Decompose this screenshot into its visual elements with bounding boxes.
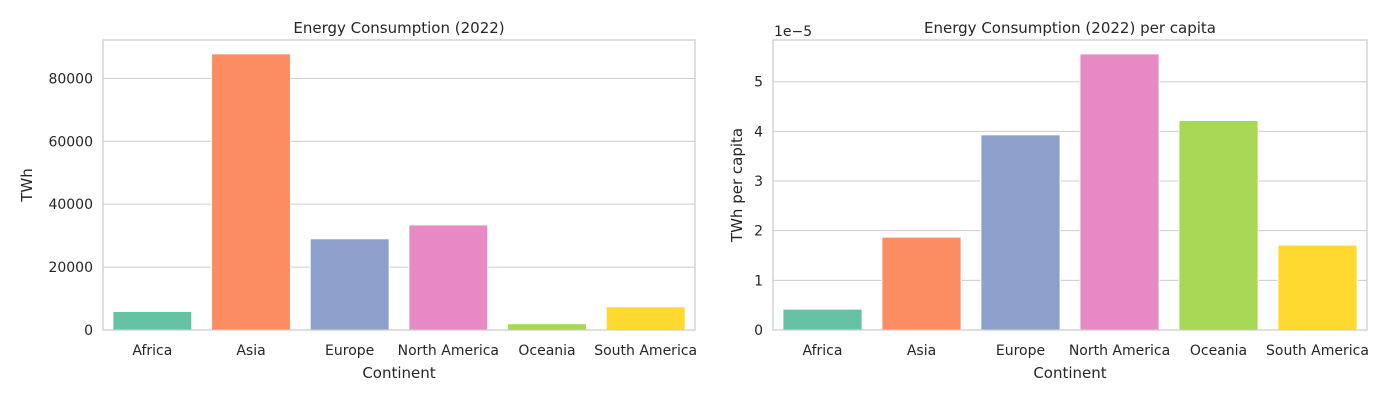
axes-frame (772, 39, 1368, 331)
y-tick-label: 0 (84, 323, 93, 339)
bar-south-america (1277, 244, 1358, 331)
chart-title: Energy Consumption (2022) (293, 19, 504, 37)
x-tick-label: South America (1266, 343, 1369, 359)
bar-europe (309, 238, 390, 331)
energy-consumption-chart: 0 20000 40000 60000 80000 Africa Asia Europe Nor… (18, 19, 697, 382)
y-tick-label: 1 (754, 273, 763, 289)
bar-africa (782, 308, 863, 331)
y-tick-label: 40000 (48, 197, 93, 213)
y-tick-label: 20000 (48, 260, 93, 276)
x-tick-label: North America (1069, 343, 1170, 359)
bar-north-america (1079, 53, 1160, 331)
x-tick-label: Africa (803, 343, 843, 359)
x-axis-title: Continent (1033, 364, 1106, 382)
bar-asia (211, 53, 291, 331)
plot-area: 0 20000 40000 60000 80000 Africa Asia Europe Nor… (48, 39, 697, 359)
bar-africa (112, 310, 193, 331)
x-tick-label: South America (594, 343, 697, 359)
y-axis-offset-label: 1e−5 (774, 24, 812, 40)
y-tick-label: 5 (754, 75, 763, 91)
y-tick-label: 4 (754, 124, 763, 140)
energy-consumption-per-capita-chart: 0 1 2 3 4 5 Africa Asia Europe North America Ocean… (728, 19, 1369, 382)
bar-asia (881, 236, 962, 331)
plot-area: 0 1 2 3 4 5 Africa Asia Europe North America Ocean… (754, 39, 1369, 359)
y-tick-label: 60000 (48, 134, 93, 150)
axes-frame (102, 39, 696, 331)
x-tick-label: Asia (907, 343, 936, 359)
bar-north-america (408, 224, 489, 331)
y-tick-label: 3 (754, 174, 763, 190)
x-axis-title: Continent (362, 364, 435, 382)
bar-europe (980, 134, 1061, 331)
bar-south-america (605, 306, 686, 331)
y-tick-label: 80000 (48, 71, 93, 87)
x-tick-label: Oceania (1190, 343, 1247, 359)
y-axis-title: TWh per capita (728, 128, 746, 243)
bar-oceania (1178, 119, 1259, 331)
chart-title: Energy Consumption (2022) per capita (924, 19, 1216, 37)
y-axis-title: TWh (18, 168, 36, 203)
y-tick-label: 2 (754, 224, 763, 240)
x-tick-label: Europe (325, 343, 374, 359)
y-tick-label: 0 (754, 323, 763, 339)
x-tick-label: Oceania (518, 343, 575, 359)
x-tick-label: Europe (996, 343, 1045, 359)
bar-oceania (507, 323, 587, 331)
x-tick-label: Asia (236, 343, 265, 359)
x-tick-label: North America (398, 343, 499, 359)
x-tick-label: Africa (132, 343, 172, 359)
